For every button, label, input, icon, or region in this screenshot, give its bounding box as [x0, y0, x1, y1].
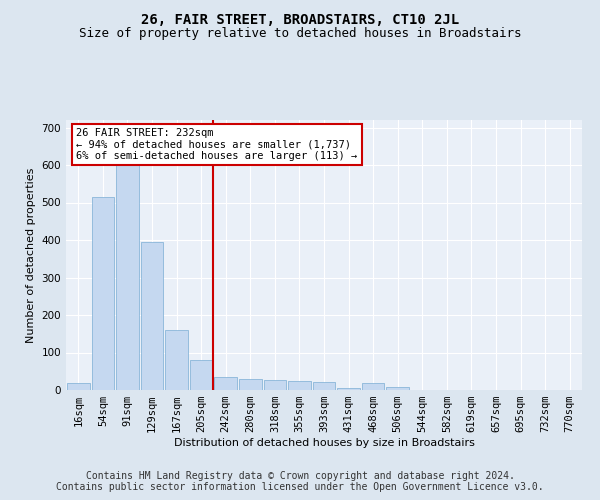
Bar [263, 380, 286, 390]
Bar [239, 379, 262, 390]
X-axis label: Distribution of detached houses by size in Broadstairs: Distribution of detached houses by size … [173, 438, 475, 448]
Bar [313, 382, 335, 390]
Bar [337, 388, 360, 390]
Bar [190, 360, 212, 390]
Y-axis label: Number of detached properties: Number of detached properties [26, 168, 36, 342]
Bar [140, 242, 163, 390]
Bar [386, 387, 409, 390]
Bar [288, 380, 311, 390]
Text: 26 FAIR STREET: 232sqm
← 94% of detached houses are smaller (1,737)
6% of semi-d: 26 FAIR STREET: 232sqm ← 94% of detached… [76, 128, 358, 162]
Bar [362, 383, 385, 390]
Bar [92, 197, 114, 390]
Bar [165, 330, 188, 390]
Bar [67, 382, 89, 390]
Text: Contains HM Land Registry data © Crown copyright and database right 2024.
Contai: Contains HM Land Registry data © Crown c… [56, 471, 544, 492]
Bar [116, 165, 139, 390]
Text: 26, FAIR STREET, BROADSTAIRS, CT10 2JL: 26, FAIR STREET, BROADSTAIRS, CT10 2JL [141, 12, 459, 26]
Text: Size of property relative to detached houses in Broadstairs: Size of property relative to detached ho… [79, 28, 521, 40]
Bar [214, 377, 237, 390]
